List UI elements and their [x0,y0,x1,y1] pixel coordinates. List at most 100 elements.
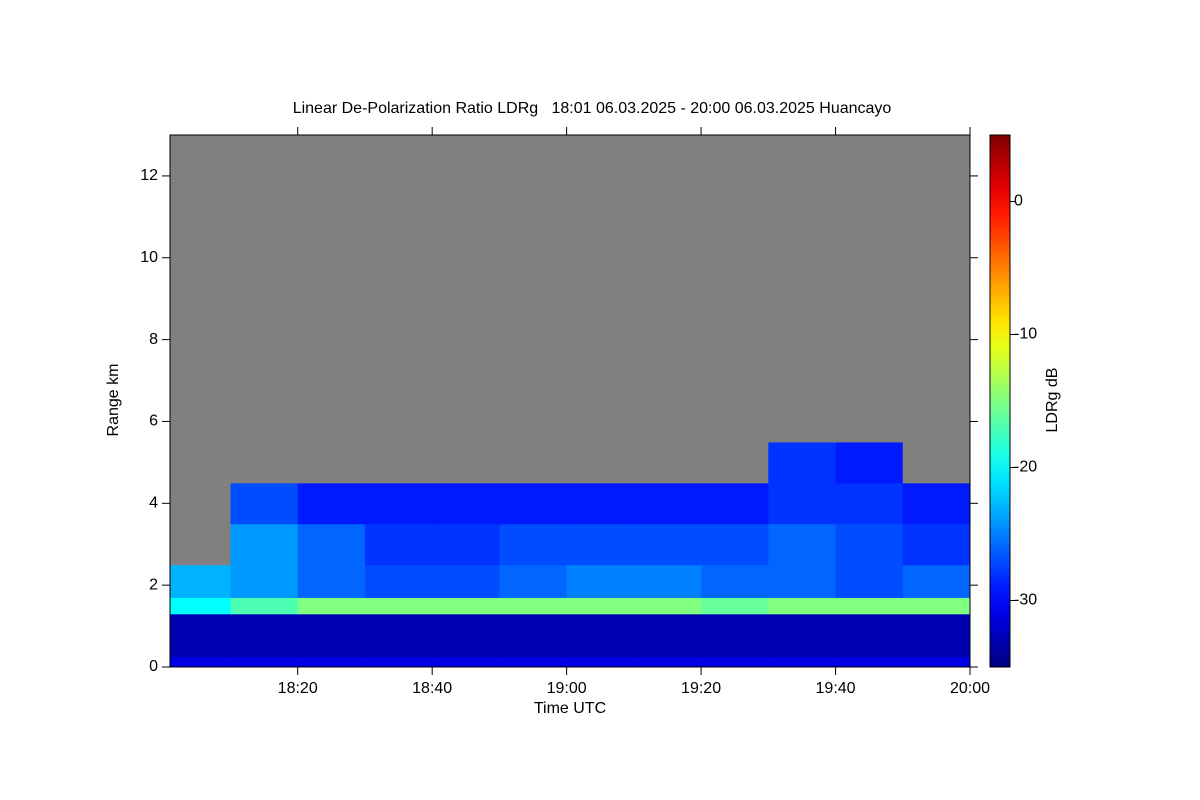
y-tick-label: 0 [149,658,158,675]
heatmap-cell [566,597,635,615]
heatmap-cell [902,613,971,658]
heatmap-cell [768,564,837,598]
heatmap-cell [633,482,702,525]
heatmap-cell [701,564,769,598]
heatmap-cell [499,656,568,668]
heatmap-cell [768,441,837,484]
heatmap-cell [297,482,366,525]
heatmap-cell [499,523,568,566]
heatmap-cell [297,656,366,668]
no-data-cell [432,441,500,484]
no-data-cell [835,135,904,443]
heatmap-cell [364,564,433,598]
heatmap-cell [835,482,904,525]
heatmap-cell [364,482,433,525]
colorbar-tick-label: -20 [1014,459,1037,476]
no-data-cell [701,135,769,443]
heatmap-cell [701,597,769,615]
heatmap-cell [170,597,232,615]
no-data-cell [902,135,971,443]
y-tick-label: 4 [149,495,158,512]
x-axis-label: Time UTC [534,700,606,717]
heatmap-cell [835,613,904,658]
heatmap-cell [364,656,433,668]
no-data-cell [768,135,837,443]
heatmap-cell [499,597,568,615]
x-tick-label: 18:20 [278,680,318,697]
colorbar-tick-label: -10 [1014,326,1037,343]
y-tick-label: 6 [149,413,158,430]
heatmap-cell [768,613,837,658]
no-data-cell [170,523,232,566]
heatmap-cell [701,482,769,525]
heatmap-cell [701,613,769,658]
heatmap-cell [432,482,500,525]
heatmap-cell [499,564,568,598]
heatmap-cell [768,656,837,668]
y-tick-label: 8 [149,331,158,348]
no-data-cell [566,135,635,443]
x-tick-label: 19:40 [816,680,856,697]
heatmap-cell [170,564,232,598]
heatmap-cell [633,597,702,615]
x-tick-label: 19:00 [547,680,587,697]
heatmap-cell [432,613,500,658]
plot-frame [169,134,971,668]
no-data-cell [230,135,299,443]
heatmap-cell [230,482,299,525]
heatmap-cell [633,564,702,598]
heatmap-cell [701,523,769,566]
heatmap-cell [297,523,366,566]
no-data-cell [633,441,702,484]
heatmap-cell [230,597,299,615]
heatmap-cell [230,613,299,658]
no-data-cell [432,135,500,443]
heatmap-cell [902,564,971,598]
heatmap-cell [499,613,568,658]
no-data-cell [499,135,568,443]
no-data-cell [701,441,769,484]
y-tick-label: 2 [149,576,158,593]
no-data-cell [170,482,232,525]
heatmap-cell [902,523,971,566]
no-data-cell [364,441,433,484]
heatmap-cell [835,597,904,615]
heatmap-cell [633,613,702,658]
colorbar-label: LDRg dB [1044,368,1061,433]
no-data-cell [170,441,232,484]
heatmap-cell [566,656,635,668]
y-tick-label: 12 [140,167,158,184]
heatmap-cell [835,656,904,668]
no-data-cell [297,135,366,443]
x-tick-label: 19:20 [681,680,721,697]
heatmap-cell [297,597,366,615]
heatmap-cell [835,441,904,484]
heatmap-cell [768,482,837,525]
heatmap-cell [902,597,971,615]
no-data-cell [566,441,635,484]
heatmap-cell [768,523,837,566]
heatmap-cell [701,656,769,668]
heatmap-cell [835,523,904,566]
colorbar [989,134,1011,668]
heatmap-cell [297,564,366,598]
heatmap-cell [364,523,433,566]
heatmap-cell [432,564,500,598]
heatmap-cell [432,523,500,566]
heatmap-cell [230,564,299,598]
heatmap-cell [566,564,635,598]
heatmap-cell [566,482,635,525]
no-data-cell [633,135,702,443]
heatmap-cell [364,613,433,658]
heatmap-cell [432,597,500,615]
heatmap-cell [170,656,232,668]
heatmap-cell [297,613,366,658]
colorbar-tick-label: 0 [1014,193,1023,210]
heatmap-cell [566,523,635,566]
heatmap-cell [835,564,904,598]
heatmap-cell [432,656,500,668]
heatmap-cell [364,597,433,615]
no-data-cell [902,441,971,484]
heatmap-cell [633,523,702,566]
heatmap-cell [230,656,299,668]
